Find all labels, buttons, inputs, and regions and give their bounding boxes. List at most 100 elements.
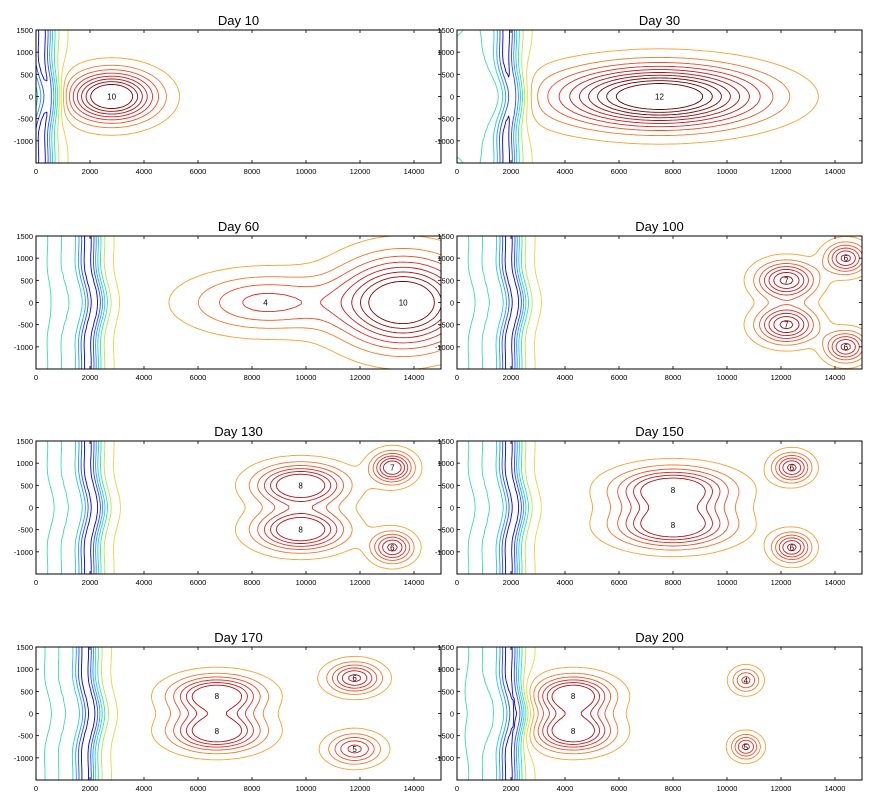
x-tick-label: 12000 <box>350 784 371 793</box>
contour-level-5 <box>219 255 441 350</box>
x-tick-label: 10000 <box>296 373 317 382</box>
y-tick-label: 1500 <box>16 26 33 35</box>
contour-level--3 <box>501 441 522 574</box>
contour-level-5 <box>617 454 809 561</box>
y-tick-label: 0 <box>450 93 454 102</box>
contour-level-10 <box>368 280 435 325</box>
contour-level-6 <box>179 667 373 758</box>
contour-level-9 <box>588 74 731 119</box>
contour-level--4 <box>504 236 520 369</box>
x-tick-label: 8000 <box>665 784 682 793</box>
contour-level-6 <box>542 676 755 754</box>
contour-level-0 <box>457 30 523 163</box>
contour-level-3 <box>529 663 767 765</box>
contour-level--1 <box>495 441 527 574</box>
y-tick-label: 1000 <box>437 459 454 468</box>
contour-lines: 10 <box>36 30 180 163</box>
contour-label: 5 <box>744 743 749 752</box>
contour-level-7 <box>340 266 441 339</box>
contour-level--3 <box>501 647 521 780</box>
contour-level--1 <box>74 236 106 369</box>
contour-label: 6 <box>352 674 357 683</box>
axes-frame <box>456 235 863 370</box>
x-tick-label: 2000 <box>82 784 99 793</box>
x-tick-label: 4000 <box>136 578 153 587</box>
x-tick-label: 0 <box>34 578 38 587</box>
contour-label: 8 <box>671 521 676 530</box>
x-tick-label: 12000 <box>771 784 792 793</box>
contour-level-0 <box>46 236 108 369</box>
x-tick-label: 4000 <box>136 167 153 176</box>
x-tick-label: 14000 <box>825 167 846 176</box>
x-tick-label: 8000 <box>244 373 261 382</box>
contour-label: 6 <box>844 343 849 352</box>
contour-level-4 <box>537 56 791 137</box>
y-tick-label: 0 <box>29 710 33 719</box>
y-tick-label: 1500 <box>437 437 454 446</box>
contour-level-4 <box>65 64 167 129</box>
x-tick-label: 6000 <box>611 167 628 176</box>
contour-level-5 <box>257 452 412 561</box>
y-tick-label: 1000 <box>437 254 454 263</box>
y-tick-label: 1000 <box>437 48 454 57</box>
contour-label: 7 <box>390 464 395 473</box>
contour-level-0 <box>53 30 58 163</box>
axes-frame <box>35 235 442 370</box>
contour-level-2 <box>534 441 542 574</box>
y-tick-label: 0 <box>450 710 454 719</box>
contour-level--1 <box>71 647 103 780</box>
x-tick-label: 4000 <box>557 373 574 382</box>
x-tick-label: 6000 <box>190 373 207 382</box>
x-tick-label: 0 <box>34 167 38 176</box>
contour-level--4 <box>83 236 98 369</box>
y-tick-label: 1000 <box>437 665 454 674</box>
y-tick-label: 500 <box>441 687 454 696</box>
x-tick-label: 6000 <box>611 373 628 382</box>
contour-level--4 <box>80 647 96 780</box>
x-tick-label: 6000 <box>190 784 207 793</box>
y-tick-label: -500 <box>439 732 454 741</box>
x-tick-label: 14000 <box>825 373 846 382</box>
x-tick-label: 6000 <box>190 167 207 176</box>
y-tick-label: -500 <box>18 115 33 124</box>
contour-level-1 <box>523 647 529 780</box>
axes-frame <box>35 29 442 164</box>
contour-level-6 <box>625 457 805 558</box>
contour-level--2 <box>496 30 519 163</box>
y-tick-label: -1000 <box>14 137 33 146</box>
x-tick-label: 0 <box>455 578 459 587</box>
contour-level-5 <box>173 664 378 761</box>
contour-level-4 <box>164 661 383 765</box>
x-tick-label: 2000 <box>82 373 99 382</box>
contour-level--2 <box>498 441 525 574</box>
contour-level--3 <box>499 30 517 163</box>
x-tick-label: 2000 <box>503 578 520 587</box>
y-tick-label: -1000 <box>435 754 454 763</box>
contour-level-0 <box>467 441 529 574</box>
contour-level--3 <box>80 236 101 369</box>
contour-label: 7 <box>784 321 789 330</box>
x-tick-label: 8000 <box>244 167 261 176</box>
x-tick-label: 8000 <box>665 578 682 587</box>
x-tick-label: 10000 <box>717 578 738 587</box>
y-tick-label: 1500 <box>16 232 33 241</box>
contour-lines: 8 8 4 5 <box>464 647 767 780</box>
contour-level-8 <box>351 271 441 334</box>
contour-lines: 7 7 6 6 <box>467 236 862 369</box>
x-tick-label: 12000 <box>350 373 371 382</box>
panel-title: Day 60 <box>218 219 259 234</box>
x-tick-label: 8000 <box>665 373 682 382</box>
contour-level--4 <box>37 30 48 163</box>
contour-level-2 <box>113 236 120 369</box>
contour-level-1 <box>103 236 112 369</box>
y-tick-label: -500 <box>439 321 454 330</box>
contour-level-7 <box>269 457 406 556</box>
contour-level-0 <box>46 441 108 574</box>
contour-level-7 <box>768 250 856 355</box>
x-tick-label: 10000 <box>296 578 317 587</box>
contour-level-8 <box>640 463 797 552</box>
